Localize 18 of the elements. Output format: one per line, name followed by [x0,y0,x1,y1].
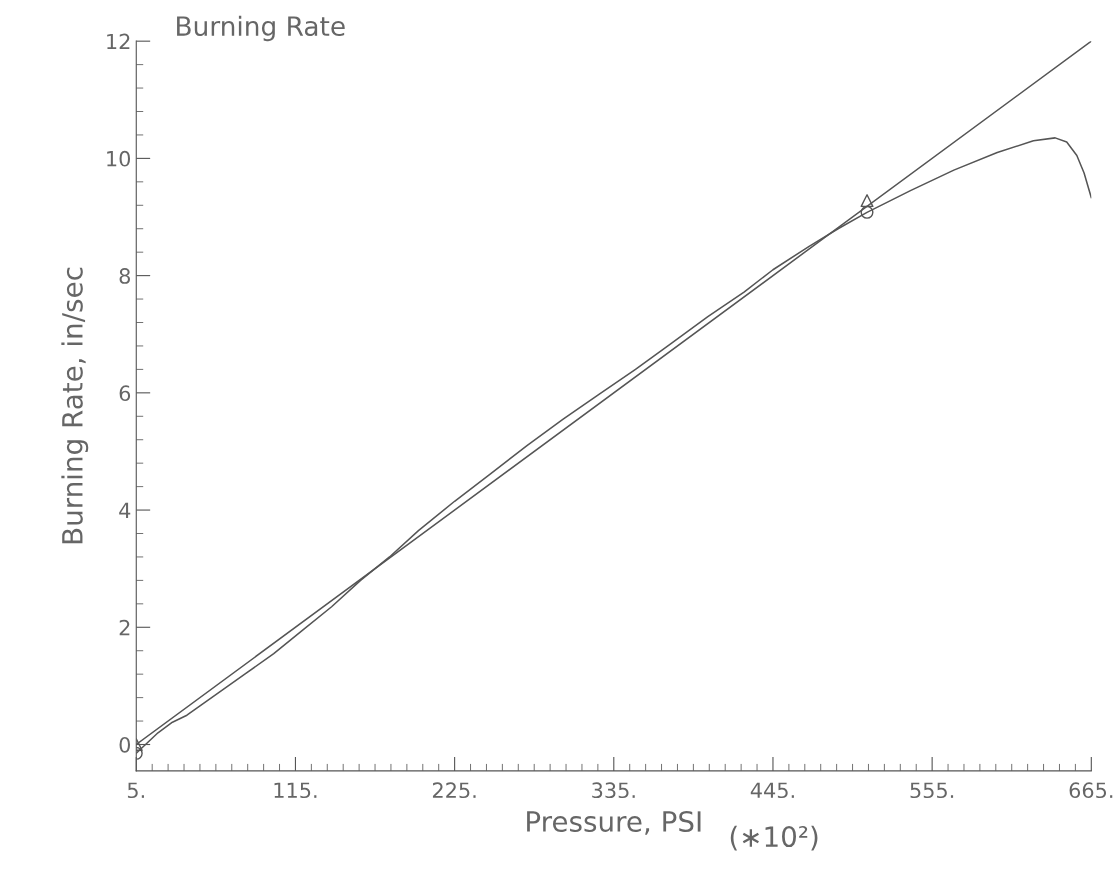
y-axis-title: Burning Rate, in/sec [61,267,89,544]
x-tick-label: 335. [592,782,635,799]
y-tick-label: 8 [119,268,130,284]
x-tick-label: 445. [750,782,794,799]
x-tick-label: 5. [127,782,144,799]
x-tick-label: 115. [274,782,317,799]
y-tick-label: 12 [107,33,130,50]
y-tick-label: 10 [107,150,131,167]
x-tick-label: 555. [910,782,954,799]
x-tick-label: 225. [432,782,476,799]
y-tick-label: 2 [119,619,130,636]
text: (∗10²) [730,825,818,851]
x-axis-title: Pressure, PSI [527,810,701,835]
y-tick-label: 4 [119,502,131,518]
chart-title: Burning Rate [177,15,345,42]
y-tick-label: 0 [119,736,131,753]
x-tick-label: 665. [1069,782,1113,799]
y-tick-label: 6 [119,385,131,402]
